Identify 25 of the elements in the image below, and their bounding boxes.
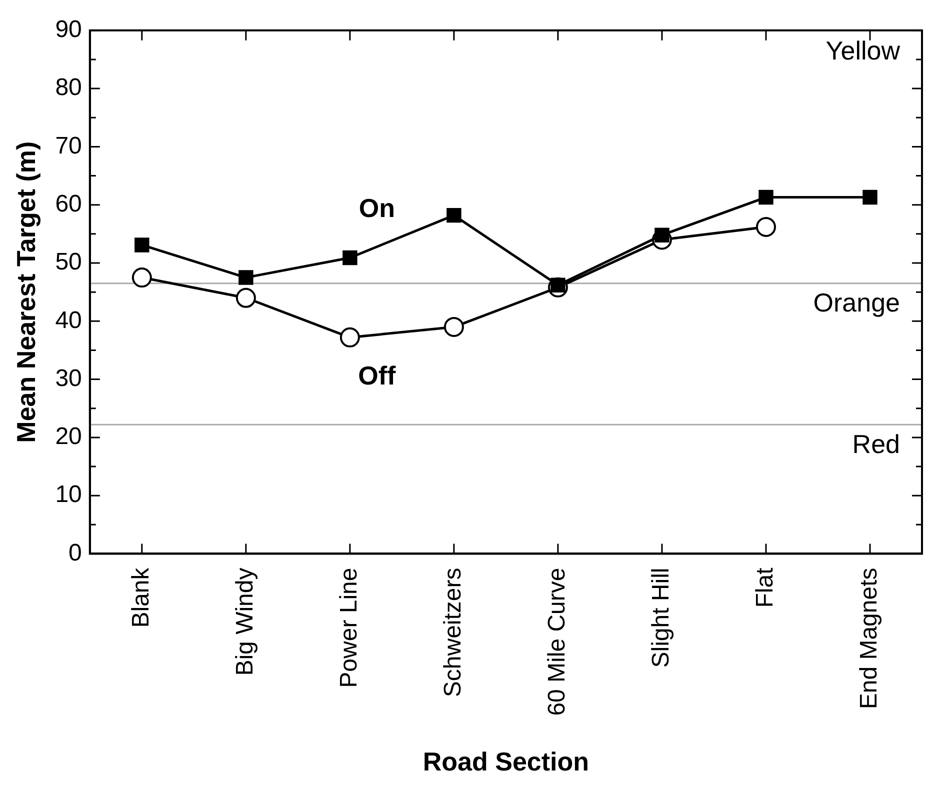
x-tick-label: Blank (128, 566, 155, 628)
x-axis-title: Road Section (422, 746, 590, 777)
series-label: Off (358, 360, 396, 391)
x-tick-label: 60 Mile Curve (544, 568, 571, 716)
y-tick-label: 60 (55, 190, 82, 218)
ref-line-label: Orange (813, 288, 900, 318)
x-tick-label: Flat (752, 567, 779, 608)
y-tick-label: 10 (55, 481, 82, 508)
y-tick-label: 20 (55, 423, 82, 450)
annotation: Yellow (826, 36, 900, 66)
y-axis-title: Mean Nearest Target (m) (10, 141, 41, 443)
y-tick-label: 0 (68, 539, 82, 566)
y-tick-label: 70 (55, 132, 82, 160)
x-tick-label: Slight Hill (648, 568, 675, 668)
series-label: On (358, 192, 395, 223)
x-tick-label: Schweitzers (440, 568, 467, 698)
x-tick-label: End Magnets (856, 568, 883, 710)
y-tick-label: 80 (55, 74, 82, 102)
y-tick-label: 40 (55, 306, 82, 334)
ref-line-label: Red (852, 428, 900, 459)
x-tick-label: Power Line (336, 568, 363, 688)
y-tick-label: 50 (55, 248, 82, 276)
y-tick-label: 30 (55, 364, 82, 392)
y-tick-label: 90 (55, 16, 82, 44)
x-tick-label: Big Windy (232, 568, 259, 676)
